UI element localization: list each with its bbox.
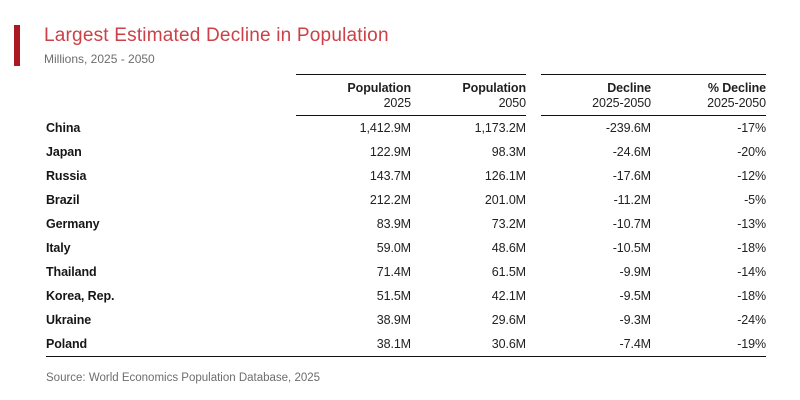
population-2050-cell: 126.1M (484, 168, 526, 183)
source-text: Source: World Economics Population Datab… (46, 371, 321, 384)
gap-cell (526, 116, 541, 140)
header-line2: 2025 (383, 95, 412, 110)
gap-cell (526, 140, 541, 164)
pct-decline-cell: -24% (737, 312, 766, 327)
gap-cell (526, 188, 541, 212)
country-cell: Poland (46, 336, 88, 351)
pct-decline-cell: -20% (737, 144, 766, 159)
decline-cell: -10.7M (612, 216, 651, 231)
population-2050-cell: 61.5M (491, 264, 526, 279)
decline-cell: -17.6M (612, 168, 651, 183)
population-2025-cell: 1,412.9M (359, 120, 411, 135)
population-2050-cell: 1,173.2M (474, 120, 526, 135)
table-row: Germany 83.9M 73.2M -10.7M -13% (46, 212, 766, 236)
gap-cell (526, 308, 541, 332)
population-2050-cell: 98.3M (491, 144, 526, 159)
population-2025-cell: 83.9M (376, 216, 411, 231)
report-page: Largest Estimated Decline in Population … (0, 25, 800, 400)
country-cell: Italy (46, 240, 71, 255)
population-2050-cell: 48.6M (491, 240, 526, 255)
population-2025-cell: 143.7M (369, 168, 411, 183)
population-2050-cell: 42.1M (491, 288, 526, 303)
population-2025-cell: 122.9M (369, 144, 411, 159)
decline-cell: -9.9M (619, 264, 652, 279)
decline-cell: -10.5M (612, 240, 651, 255)
country-cell: China (46, 120, 81, 135)
country-cell: Thailand (46, 264, 97, 279)
population-table: Population 2025 Population 2050 Decline … (46, 73, 766, 357)
pct-decline-cell: -17% (737, 120, 766, 135)
pct-decline-cell: -18% (737, 240, 766, 255)
page-subtitle: Millions, 2025 - 2050 (44, 51, 155, 66)
header-gap (526, 74, 541, 116)
country-cell: Japan (46, 144, 82, 159)
pct-decline-cell: -14% (737, 264, 766, 279)
country-cell: Germany (46, 216, 100, 231)
country-cell: Ukraine (46, 312, 92, 327)
table-row: Russia 143.7M 126.1M -17.6M -12% (46, 164, 766, 188)
gap-cell (526, 212, 541, 236)
header-cell-population-2025: Population 2025 (296, 73, 412, 116)
table-body: China 1,412.9M 1,173.2M -239.6M -17% Jap… (46, 116, 766, 356)
gap-cell (526, 236, 541, 260)
header-line1: % Decline (707, 80, 766, 95)
table-header-row: Population 2025 Population 2050 Decline … (46, 73, 766, 116)
header-cell-decline: Decline 2025-2050 (541, 73, 651, 116)
header-line1: Decline (607, 80, 651, 95)
country-cell: Russia (46, 168, 87, 183)
accent-bar (14, 25, 20, 66)
header-cell-population-2050: Population 2050 (411, 73, 527, 116)
decline-cell: -9.5M (619, 288, 652, 303)
decline-cell: -24.6M (612, 144, 651, 159)
page-title: Largest Estimated Decline in Population (44, 25, 389, 46)
gap-cell (526, 284, 541, 308)
population-2025-cell: 51.5M (376, 288, 411, 303)
country-cell: Brazil (46, 192, 80, 207)
population-2025-cell: 38.1M (376, 336, 411, 351)
gap-cell (526, 164, 541, 188)
header-line2: 2025-2050 (592, 95, 651, 110)
population-2025-cell: 71.4M (376, 264, 411, 279)
pct-decline-cell: -13% (737, 216, 766, 231)
pct-decline-cell: -18% (737, 288, 766, 303)
title-block: Largest Estimated Decline in Population … (14, 25, 800, 66)
population-2050-cell: 73.2M (491, 216, 526, 231)
population-2050-cell: 201.0M (484, 192, 526, 207)
table-row: Brazil 212.2M 201.0M -11.2M -5% (46, 188, 766, 212)
table-row: China 1,412.9M 1,173.2M -239.6M -17% (46, 116, 766, 140)
population-2025-cell: 59.0M (376, 240, 411, 255)
pct-decline-cell: -12% (737, 168, 766, 183)
table-bottom-rule (46, 355, 766, 357)
population-2025-cell: 38.9M (376, 312, 411, 327)
header-line1: Population (347, 80, 411, 95)
decline-cell: -11.2M (613, 192, 651, 207)
header-line2: 2025-2050 (707, 95, 766, 110)
table-row: Italy 59.0M 48.6M -10.5M -18% (46, 236, 766, 260)
table-row: Japan 122.9M 98.3M -24.6M -20% (46, 140, 766, 164)
pct-decline-cell: -5% (744, 192, 766, 207)
gap-cell (526, 332, 541, 356)
population-2025-cell: 212.2M (369, 192, 411, 207)
table-row: Ukraine 38.9M 29.6M -9.3M -24% (46, 308, 766, 332)
table-row: Poland 38.1M 30.6M -7.4M -19% (46, 332, 766, 356)
country-cell: Korea, Rep. (46, 288, 115, 303)
table-row: Thailand 71.4M 61.5M -9.9M -14% (46, 260, 766, 284)
header-line1: Population (462, 80, 526, 95)
gap-cell (526, 260, 541, 284)
decline-cell: -9.3M (619, 312, 652, 327)
decline-cell: -239.6M (605, 120, 651, 135)
table-row: Korea, Rep. 51.5M 42.1M -9.5M -18% (46, 284, 766, 308)
header-line2: 2050 (498, 95, 527, 110)
population-2050-cell: 29.6M (491, 312, 526, 327)
header-cell-pct-decline: % Decline 2025-2050 (651, 73, 766, 116)
population-2050-cell: 30.6M (491, 336, 526, 351)
pct-decline-cell: -19% (737, 336, 766, 351)
decline-cell: -7.4M (619, 336, 652, 351)
header-cell-country (46, 74, 296, 116)
